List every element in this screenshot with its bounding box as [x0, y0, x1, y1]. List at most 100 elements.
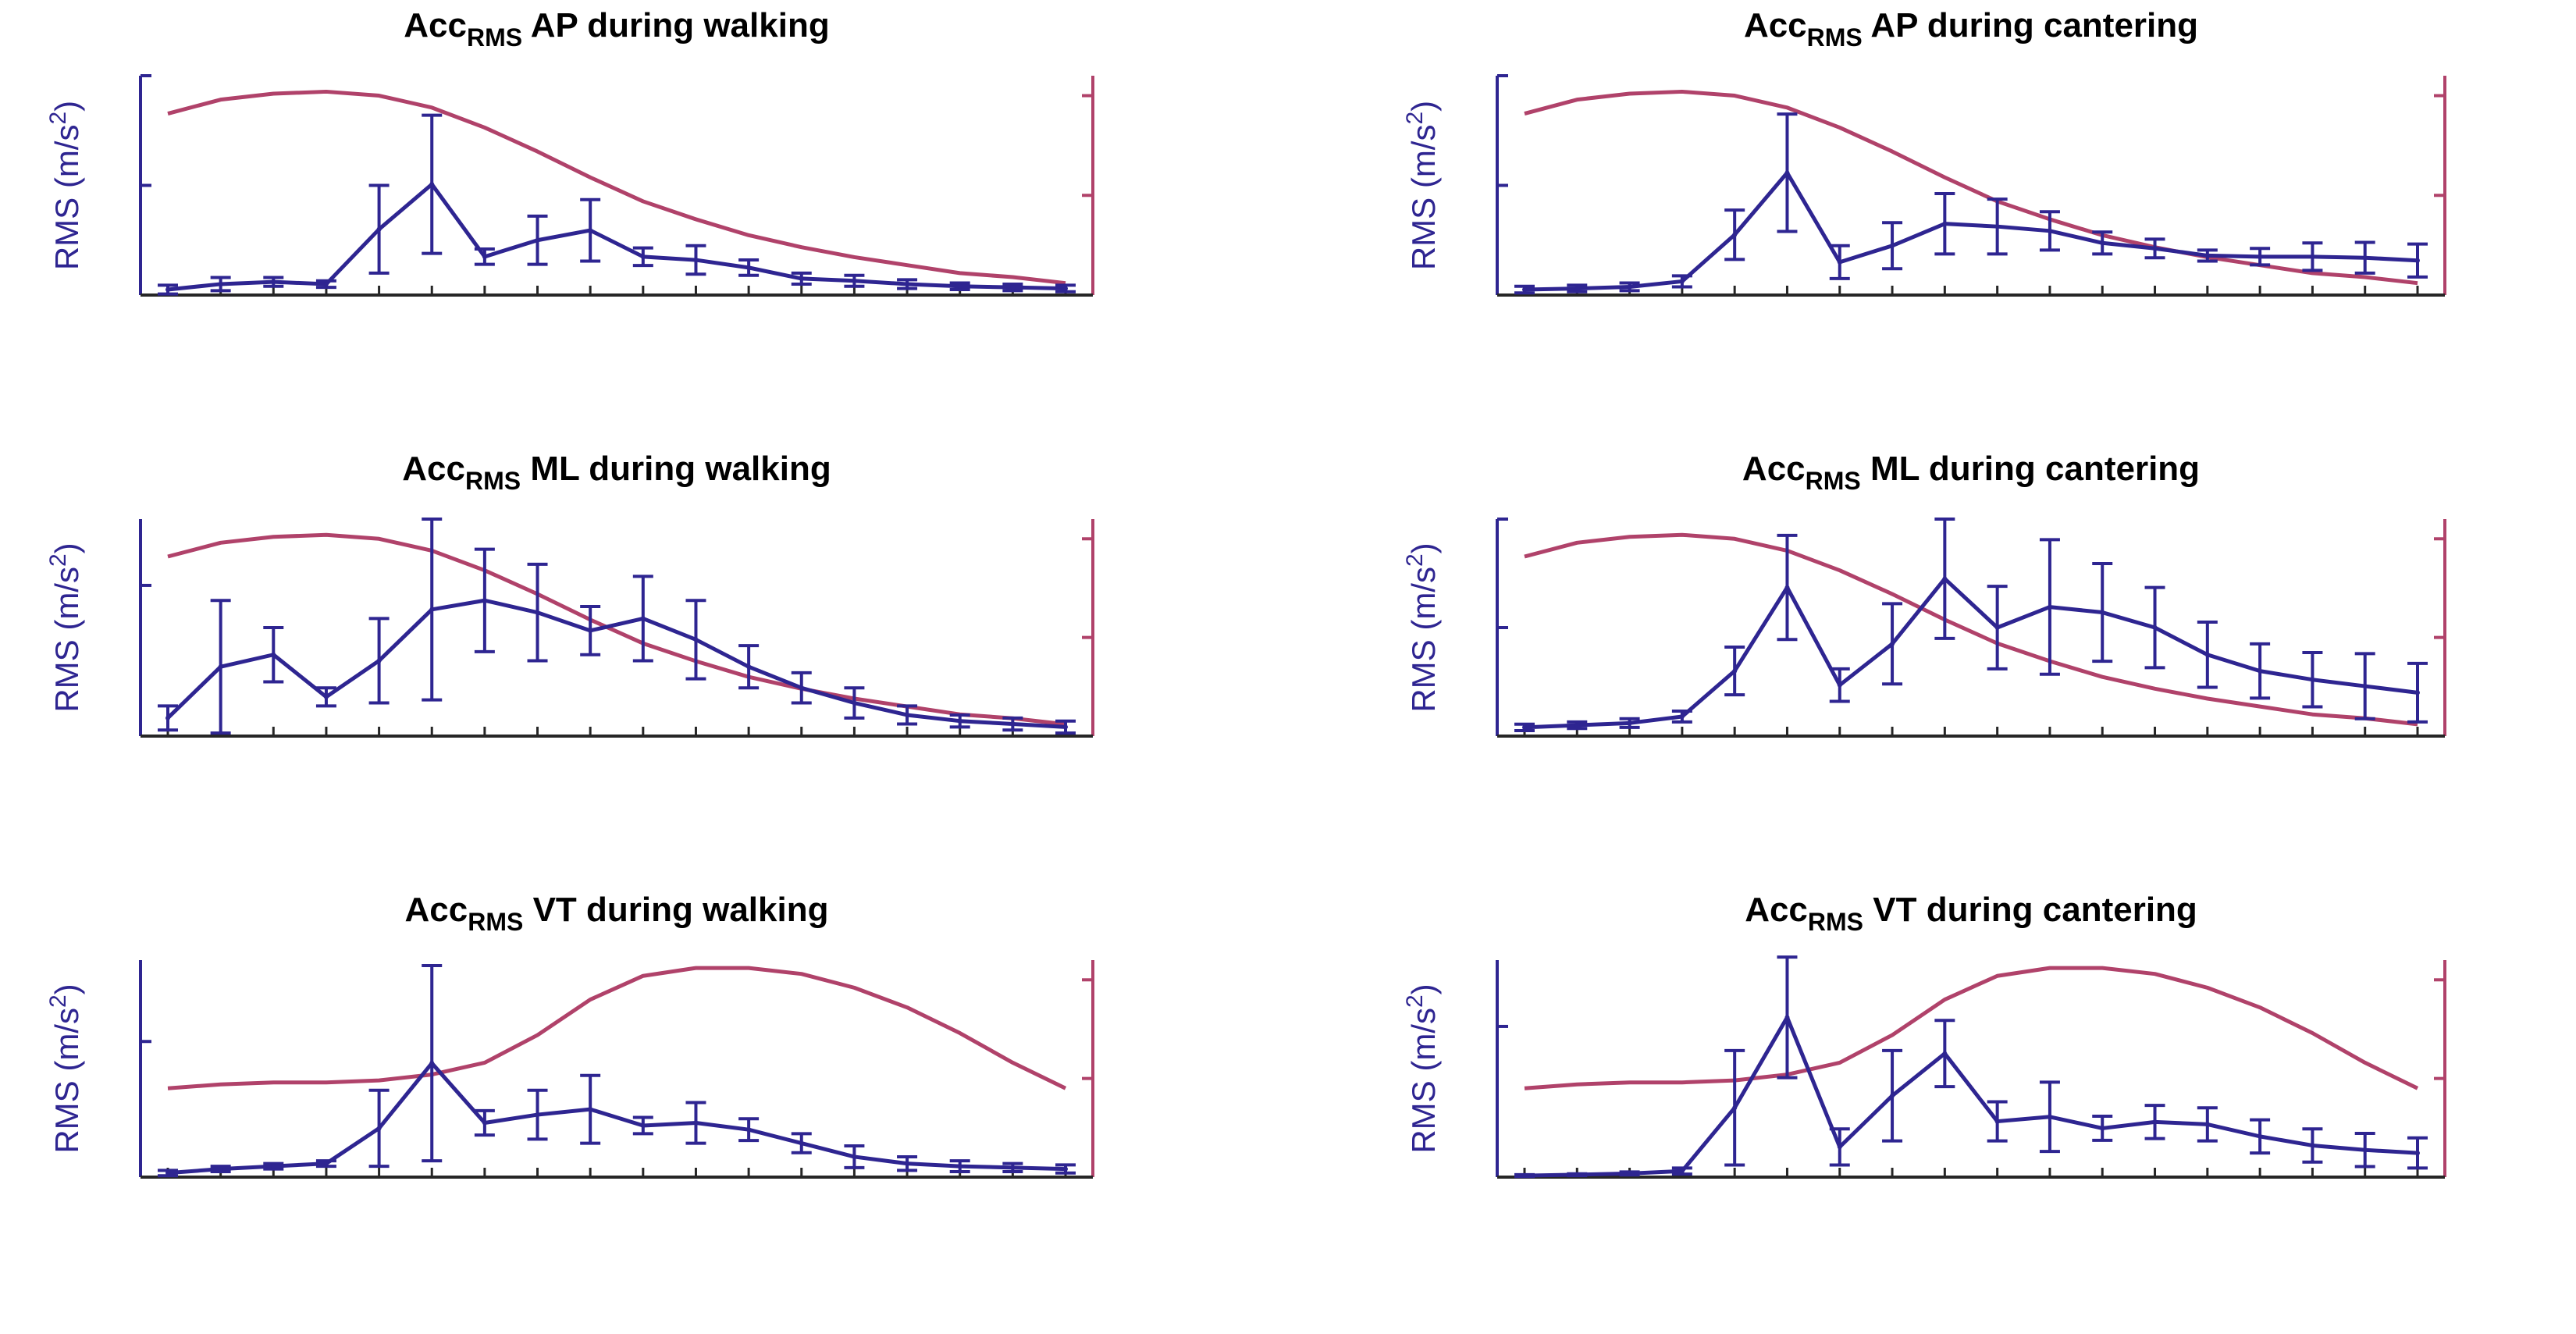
rms-point	[905, 281, 910, 286]
rms-point	[1890, 1093, 1895, 1098]
rms-point	[1522, 286, 1527, 292]
rms-point	[1063, 286, 1068, 291]
rms-point	[905, 712, 910, 717]
rms-point	[1784, 585, 1790, 590]
rms-point	[2362, 1147, 2368, 1153]
rms-point	[323, 1161, 329, 1166]
rms-point	[2152, 1119, 2158, 1125]
rms-point	[376, 226, 382, 232]
rms-point	[1942, 1051, 1948, 1056]
rms-point	[482, 598, 487, 603]
rms-point	[2100, 240, 2105, 246]
rms-point	[957, 718, 962, 724]
rms-point	[1994, 224, 2000, 229]
rms-point	[535, 1112, 540, 1118]
rms-point	[2258, 254, 2263, 259]
rms-point	[2204, 652, 2210, 657]
rms-point	[2204, 253, 2210, 258]
rms-point	[271, 279, 276, 285]
rms-point	[1679, 1169, 1685, 1174]
weight-factor-line	[167, 966, 1067, 1090]
left-y-axis-label: RMS (m/s2)	[45, 101, 85, 270]
rms-point	[852, 1154, 857, 1159]
rms-point	[165, 1170, 170, 1176]
rms-point	[1837, 1144, 1842, 1150]
rms-point	[1063, 724, 1068, 730]
rms-point	[1574, 286, 1580, 291]
rms-point	[1942, 221, 1948, 226]
rms-point	[2100, 1126, 2105, 1131]
rms-point	[218, 664, 223, 670]
rms-point	[1679, 279, 1685, 284]
rms-point	[1837, 259, 1842, 265]
rms-point	[1784, 170, 1790, 176]
rms-point	[2047, 1114, 2052, 1119]
rms-point	[429, 1061, 435, 1066]
rms-point	[2152, 625, 2158, 630]
chart-panel-4: AccRMS ML during cantering RMS (m/s2)	[1402, 450, 2446, 738]
rms-point	[218, 1166, 223, 1172]
rms-point	[746, 265, 752, 270]
rms-point	[1010, 285, 1016, 290]
left-y-axis-label: RMS (m/s2)	[1402, 101, 1442, 270]
rms-point	[535, 610, 540, 615]
rms-line	[167, 182, 1066, 292]
rms-point	[2415, 690, 2420, 695]
rms-line	[167, 1061, 1066, 1176]
rms-point	[1010, 1165, 1016, 1170]
chart-panel-3: AccRMS ML during walking RMS (m/s2)	[45, 450, 1094, 738]
rms-line	[1524, 576, 2418, 730]
rms-point	[1890, 243, 1895, 248]
weight-factor-line	[1524, 532, 2418, 727]
rms-point	[799, 276, 804, 281]
rms-point	[2100, 610, 2105, 615]
rms-point	[323, 281, 329, 286]
chart-panel-6: AccRMS VT during cantering RMS (m/s2)	[1402, 891, 2446, 1179]
rms-point	[1942, 576, 1948, 582]
rms-point	[1890, 641, 1895, 646]
rms-point	[1784, 1015, 1790, 1020]
rms-point	[1522, 1173, 1527, 1179]
rms-point	[2204, 1122, 2210, 1127]
rms-point	[376, 658, 382, 663]
rms-point	[905, 1161, 910, 1166]
rms-point	[852, 278, 857, 283]
rms-point	[429, 182, 435, 187]
rms-point	[640, 1122, 646, 1128]
rms-point	[1679, 713, 1685, 719]
rms-point	[746, 1127, 752, 1133]
rms-point	[1522, 724, 1527, 730]
left-y-axis-label: RMS (m/s2)	[45, 984, 85, 1153]
weight-factor-line	[1524, 966, 2419, 1090]
chart-title: AccRMS AP during cantering	[1744, 6, 2198, 52]
rms-point	[1010, 721, 1016, 727]
rms-line	[1524, 1015, 2418, 1178]
rms-point	[2258, 668, 2263, 674]
rms-point	[1732, 1105, 1738, 1111]
rms-point	[1627, 720, 1632, 726]
rms-point	[271, 1164, 276, 1169]
chart-panel-5: AccRMS VT during walking RMS (m/s2)	[45, 891, 1094, 1179]
rms-point	[2047, 604, 2052, 610]
rms-point	[1994, 1119, 2000, 1124]
rms-point	[693, 637, 699, 642]
chart-title: AccRMS VT during cantering	[1745, 891, 2197, 936]
weight-factor-line	[167, 532, 1066, 727]
rms-point	[1627, 284, 1632, 290]
rms-point	[1732, 668, 1738, 674]
rms-point	[1837, 682, 1842, 688]
rms-point	[640, 616, 646, 621]
rms-point	[2310, 1143, 2315, 1148]
rms-point	[1732, 232, 1738, 237]
rms-point	[1574, 1172, 1580, 1177]
rms-point	[957, 283, 962, 289]
rms-point	[799, 1140, 804, 1146]
rms-line	[1524, 170, 2418, 292]
rms-point	[323, 694, 329, 699]
rms-point	[693, 258, 699, 263]
rms-point	[588, 1107, 593, 1112]
rms-point	[482, 1120, 487, 1126]
rms-point	[2310, 254, 2315, 259]
rms-point	[2258, 1133, 2263, 1139]
